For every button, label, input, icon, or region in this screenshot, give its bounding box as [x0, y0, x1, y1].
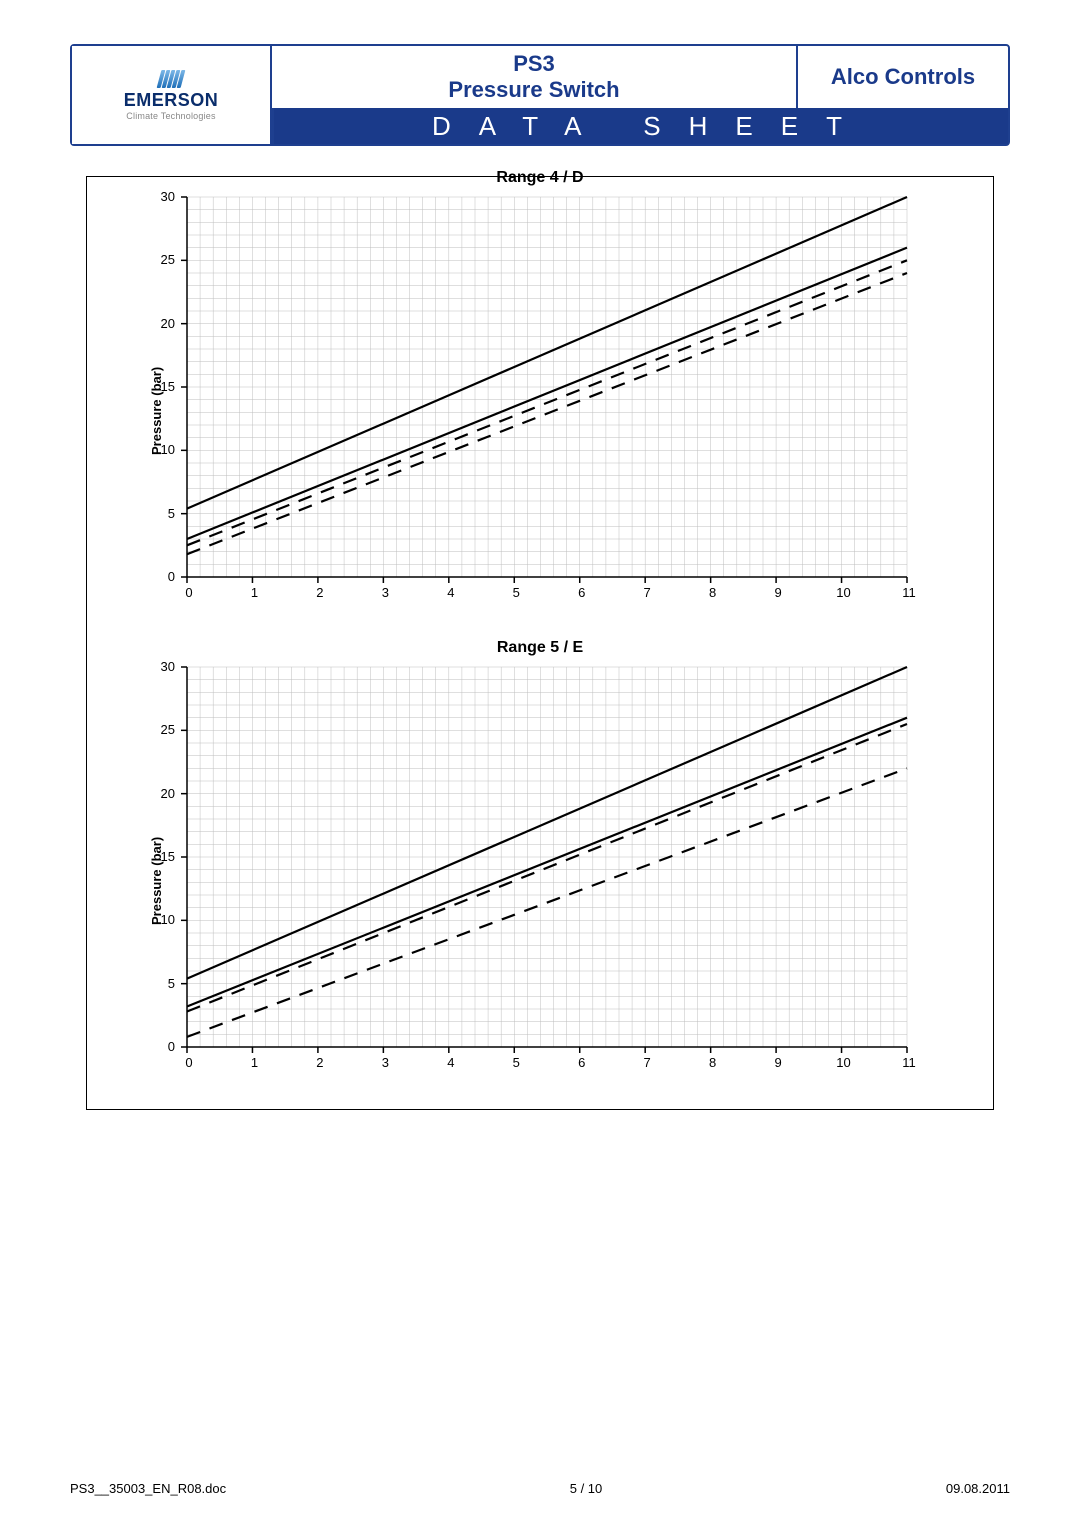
xtick-label: 11	[899, 585, 919, 600]
xtick-label: 1	[244, 1055, 264, 1070]
chart-plot	[187, 197, 909, 579]
series-upper-solid	[187, 667, 907, 979]
xtick-label: 4	[441, 1055, 461, 1070]
series-upper-solid	[187, 197, 907, 509]
xtick-label: 9	[768, 1055, 788, 1070]
xtick-label: 10	[834, 585, 854, 600]
ytick-label: 30	[161, 659, 175, 674]
xtick-label: 11	[899, 1055, 919, 1070]
product-code: PS3	[513, 51, 555, 77]
xtick-label: 2	[310, 1055, 330, 1070]
xtick-label: 5	[506, 1055, 526, 1070]
xtick-label: 0	[179, 585, 199, 600]
y-axis-label: Pressure (bar)	[149, 837, 164, 925]
footer-page: 5 / 10	[570, 1481, 603, 1496]
header: EMERSON Climate Technologies PS3 Pressur…	[70, 44, 1010, 146]
logo-name: EMERSON	[124, 90, 219, 111]
series-lower-solid	[187, 718, 907, 1007]
xtick-label: 7	[637, 1055, 657, 1070]
xtick-label: 6	[572, 1055, 592, 1070]
xtick-label: 9	[768, 585, 788, 600]
y-axis-label: Pressure (bar)	[149, 367, 164, 455]
ytick-label: 5	[168, 506, 175, 521]
banner-text: DATA SHEET	[432, 111, 870, 142]
product-name: Pressure Switch	[448, 77, 619, 103]
xtick-label: 7	[637, 585, 657, 600]
series-upper-dash	[187, 724, 907, 1012]
ytick-label: 20	[161, 786, 175, 801]
xtick-label: 3	[375, 585, 395, 600]
logo-cell: EMERSON Climate Technologies	[72, 46, 272, 144]
brand-cell: Alco Controls	[798, 46, 1008, 108]
xtick-label: 2	[310, 585, 330, 600]
chart-plot	[187, 667, 909, 1049]
series-lower-dash	[187, 273, 907, 554]
xtick-label: 0	[179, 1055, 199, 1070]
header-row-1: EMERSON Climate Technologies PS3 Pressur…	[72, 46, 1008, 108]
ytick-label: 25	[161, 252, 175, 267]
logo-subtitle: Climate Technologies	[126, 111, 215, 121]
footer: PS3__35003_EN_R08.doc 5 / 10 09.08.2011	[70, 1481, 1010, 1496]
xtick-label: 8	[703, 1055, 723, 1070]
chart-title: Range 5 / E	[87, 639, 993, 657]
chart-container: Range 4 / D05101520253001234567891011Pre…	[86, 176, 994, 1110]
series-lower-dash	[187, 768, 907, 1037]
ytick-label: 5	[168, 976, 175, 991]
xtick-label: 3	[375, 1055, 395, 1070]
series-lower-solid	[187, 248, 907, 539]
ytick-label: 0	[168, 1039, 175, 1054]
xtick-label: 6	[572, 585, 592, 600]
xtick-label: 4	[441, 585, 461, 600]
ytick-label: 25	[161, 722, 175, 737]
xtick-label: 8	[703, 585, 723, 600]
xtick-label: 5	[506, 585, 526, 600]
footer-filename: PS3__35003_EN_R08.doc	[70, 1481, 226, 1496]
xtick-label: 1	[244, 585, 264, 600]
title-cell: PS3 Pressure Switch	[272, 46, 798, 108]
ytick-label: 30	[161, 189, 175, 204]
footer-date: 09.08.2011	[946, 1481, 1010, 1496]
chart-title: Range 4 / D	[87, 169, 993, 187]
page: EMERSON Climate Technologies PS3 Pressur…	[0, 0, 1080, 1528]
ytick-label: 0	[168, 569, 175, 584]
series-upper-dash	[187, 260, 907, 545]
data-sheet-banner: DATA SHEET	[274, 108, 1008, 144]
ytick-label: 20	[161, 316, 175, 331]
emerson-logo-icon	[157, 70, 186, 88]
xtick-label: 10	[834, 1055, 854, 1070]
